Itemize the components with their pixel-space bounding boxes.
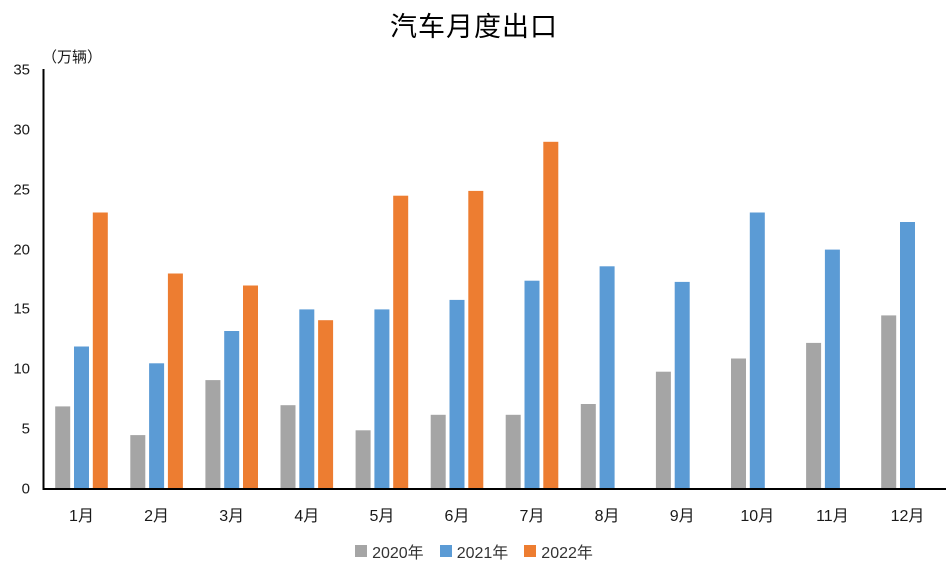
- y-axis-label-20: 20: [13, 241, 30, 259]
- bar-2020年-3月: [205, 380, 221, 489]
- bar-2022年-2月: [167, 273, 183, 489]
- x-axis-label-1月: 1月: [69, 508, 94, 525]
- bar-2022年-3月: [243, 285, 258, 489]
- bar-2020年-8月: [580, 404, 596, 489]
- bar-2021年-11月: [824, 249, 840, 489]
- bar-2022年-5月: [393, 195, 409, 489]
- legend-label: 2020年: [372, 545, 424, 562]
- chart-title: 汽车月度出口: [390, 12, 558, 43]
- x-axis-label-4月: 4月: [294, 508, 320, 525]
- legend-item-2020年: 2020年: [355, 539, 424, 563]
- y-axis-label-0: 0: [21, 480, 30, 498]
- y-axis-label-30: 30: [13, 121, 30, 139]
- x-axis-label-2月: 2月: [144, 508, 170, 525]
- x-axis-label-11月: 11月: [816, 508, 849, 525]
- y-axis-label-10: 10: [13, 360, 30, 378]
- bar-2021年-5月: [374, 309, 390, 489]
- bar-2020年-5月: [355, 430, 371, 489]
- bar-2022年-4月: [318, 320, 334, 489]
- y-axis-label-15: 15: [13, 300, 30, 318]
- bar-2021年-12月: [900, 222, 915, 489]
- bar-2022年-1月: [92, 212, 108, 489]
- bar-2021年-7月: [524, 280, 540, 489]
- x-axis-label-10月: 10月: [740, 508, 775, 525]
- bar-2020年-1月: [55, 406, 71, 489]
- y-axis-label-25: 25: [13, 181, 30, 199]
- bar-2020年-9月: [655, 371, 671, 489]
- x-axis-label-9月: 9月: [669, 508, 695, 525]
- legend-item-2021年: 2021年: [439, 539, 509, 563]
- bar-2020年-2月: [130, 435, 146, 489]
- y-axis-label-5: 5: [21, 420, 30, 438]
- x-axis-label-3月: 3月: [219, 508, 245, 525]
- bar-2022年-7月: [543, 141, 559, 490]
- bar-2021年-10月: [749, 212, 765, 489]
- bar-2021年-3月: [224, 331, 240, 489]
- x-axis-label-12月: 12月: [890, 508, 925, 525]
- legend-marker-icon: [439, 545, 452, 557]
- bar-2021年-6月: [449, 299, 465, 489]
- bar-2021年-9月: [674, 281, 690, 489]
- bar-2022年-6月: [468, 190, 484, 489]
- legend-label: 2021年: [456, 545, 509, 562]
- legend-label: 2022年: [541, 545, 593, 562]
- x-axis-label-8月: 8月: [594, 508, 620, 525]
- chart-legend: 2020年 2021年 2022年: [0, 539, 948, 563]
- bar-2021年-8月: [599, 266, 615, 489]
- x-axis-label-7月: 7月: [519, 508, 545, 525]
- legend-marker-icon: [524, 545, 537, 557]
- bar-2020年-6月: [430, 414, 446, 489]
- y-axis-label-35: 35: [13, 61, 30, 79]
- bar-2021年-1月: [74, 346, 89, 489]
- bar-2020年-11月: [806, 342, 822, 489]
- bar-2020年-7月: [505, 414, 521, 489]
- bar-2021年-2月: [149, 363, 165, 489]
- bar-2020年-12月: [881, 315, 897, 489]
- bar-2021年-4月: [299, 309, 315, 489]
- bar-2020年-4月: [280, 405, 296, 489]
- x-axis-label-5月: 5月: [369, 508, 395, 525]
- y-axis-unit-label: （万辆）: [42, 49, 103, 66]
- legend-marker-icon: [355, 545, 368, 557]
- x-axis-label-6月: 6月: [444, 508, 470, 525]
- legend-item-2022年: 2022年: [524, 539, 593, 563]
- bar-2020年-10月: [731, 358, 746, 489]
